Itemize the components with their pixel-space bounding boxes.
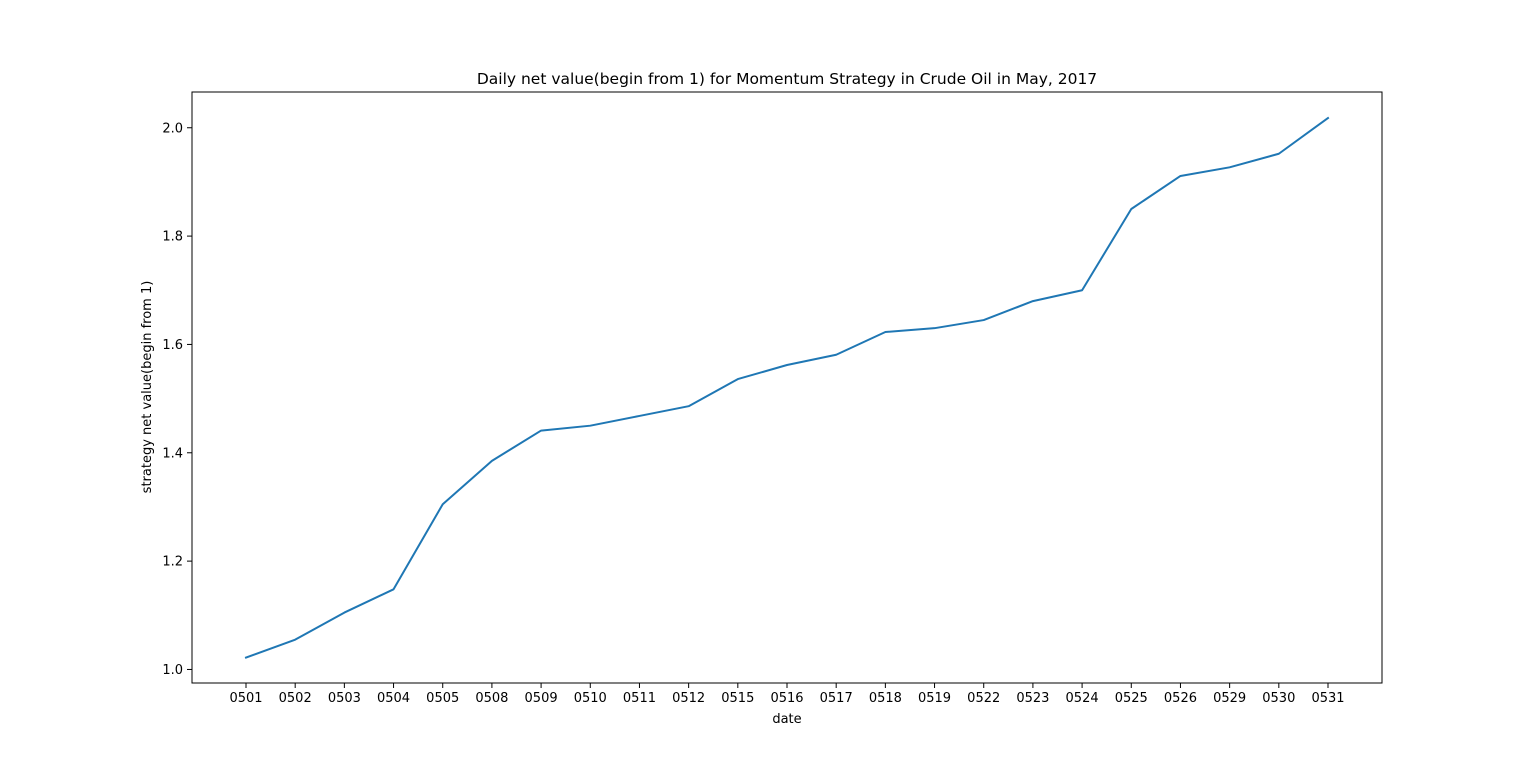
x-tick-label-0509: 0509 bbox=[525, 691, 558, 706]
x-tick-label-0523: 0523 bbox=[1016, 691, 1049, 706]
x-axis-label: date bbox=[772, 712, 801, 727]
x-tick-label-0522: 0522 bbox=[967, 691, 1000, 706]
x-tick-label-0531: 0531 bbox=[1311, 691, 1344, 706]
x-tick-label-0502: 0502 bbox=[279, 691, 312, 706]
x-tick-label-0524: 0524 bbox=[1066, 691, 1099, 706]
y-tick-label-2.0: 2.0 bbox=[162, 121, 183, 136]
x-tick-label-0519: 0519 bbox=[918, 691, 951, 706]
x-tick-label-0525: 0525 bbox=[1115, 691, 1148, 706]
x-tick-label-0511: 0511 bbox=[623, 691, 656, 706]
plot-area: 0501 0502 0503 0504 0505 0508 0509 0510 0511 0512… bbox=[162, 91, 1383, 706]
x-tick-label-0529: 0529 bbox=[1213, 691, 1246, 706]
x-tick-label-0510: 0510 bbox=[574, 691, 607, 706]
x-tick-label-0526: 0526 bbox=[1164, 691, 1197, 706]
y-tick-label-1.2: 1.2 bbox=[162, 555, 183, 570]
x-tick-label-0517: 0517 bbox=[820, 691, 853, 706]
y-axis-label: strategy net value(begin from 1) bbox=[140, 281, 155, 494]
x-tick-label-0501: 0501 bbox=[229, 691, 262, 706]
x-tick-label-0512: 0512 bbox=[672, 691, 705, 706]
series-line-0 bbox=[244, 116, 1330, 659]
x-tick-label-0515: 0515 bbox=[721, 691, 754, 706]
x-tick-label-0530: 0530 bbox=[1262, 691, 1295, 706]
x-tick-label-0504: 0504 bbox=[377, 691, 410, 706]
y-tick-label-1.0: 1.0 bbox=[162, 663, 183, 678]
x-tick-label-0518: 0518 bbox=[869, 691, 902, 706]
x-tick-label-0503: 0503 bbox=[328, 691, 361, 706]
x-tick-label-0505: 0505 bbox=[426, 691, 459, 706]
x-tick-label-0508: 0508 bbox=[475, 691, 508, 706]
x-tick-label-0516: 0516 bbox=[770, 691, 803, 706]
y-tick-label-1.8: 1.8 bbox=[162, 230, 183, 245]
y-tick-label-1.6: 1.6 bbox=[162, 338, 183, 353]
chart-title: Daily net value(begin from 1) for Moment… bbox=[477, 70, 1097, 88]
y-tick-label-1.4: 1.4 bbox=[162, 446, 183, 461]
